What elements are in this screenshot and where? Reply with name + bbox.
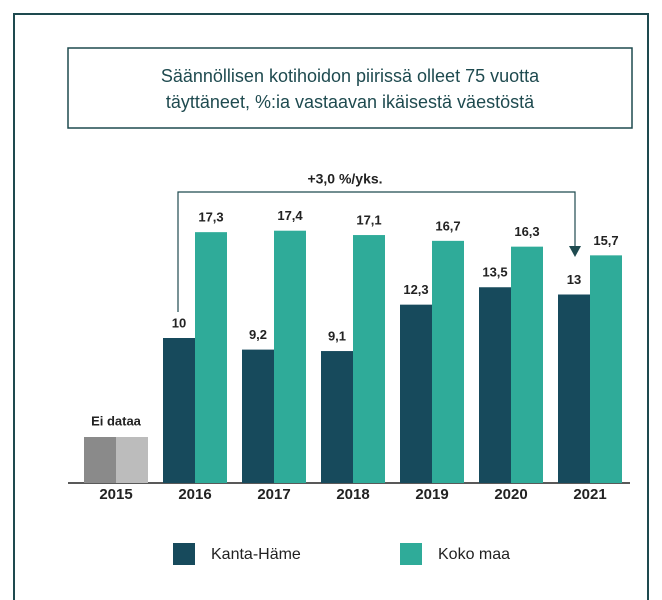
data-label: 17,1 (356, 212, 381, 227)
data-label: 17,4 (277, 208, 303, 223)
legend-swatch (173, 543, 195, 565)
data-label: 16,3 (514, 224, 539, 239)
x-tick-label: 2015 (99, 486, 132, 503)
title-box (67, 47, 633, 129)
bracket (177, 191, 576, 312)
data-label: 17,3 (198, 210, 223, 225)
no-data-box (116, 437, 148, 483)
data-label: 16,7 (435, 218, 460, 233)
x-tick-label: 2019 (415, 486, 448, 503)
data-label: 9,1 (328, 328, 346, 343)
chart-title: täyttäneet, %:ia vastaavan ikäisestä väe… (166, 92, 535, 112)
legend-swatch (400, 543, 422, 565)
bar (590, 255, 622, 483)
x-tick-label: 2017 (257, 486, 290, 503)
annotation: Ei dataa (91, 413, 142, 428)
data-label: 15,7 (593, 233, 618, 248)
data-label: 13,5 (482, 265, 507, 280)
data-label: 10 (172, 315, 186, 330)
no-data-box (84, 437, 116, 483)
bar (558, 294, 590, 483)
data-label: 12,3 (403, 282, 428, 297)
bar (274, 230, 306, 483)
bar (511, 246, 543, 483)
x-tick-label: 2020 (494, 486, 527, 503)
bar (163, 338, 195, 483)
x-tick-label: 2021 (573, 486, 606, 503)
x-tick-label: 2018 (336, 486, 369, 503)
legend-label: Koko maa (438, 546, 510, 563)
bar (195, 232, 227, 483)
bar (321, 351, 353, 483)
arrow-head (569, 246, 581, 257)
frame (13, 13, 649, 600)
x-tick-label: 2016 (178, 486, 211, 503)
data-label: 9,2 (249, 327, 267, 342)
annotation: +3,0 %/yks. (307, 171, 382, 187)
bar (353, 235, 385, 483)
chart-title: Säännöllisen kotihoidon piirissä olleet … (161, 66, 540, 86)
bar (479, 287, 511, 483)
bar (432, 240, 464, 483)
data-label: 13 (567, 272, 581, 287)
legend-label: Kanta-Häme (211, 546, 301, 563)
bar (242, 349, 274, 483)
bar (400, 304, 432, 483)
